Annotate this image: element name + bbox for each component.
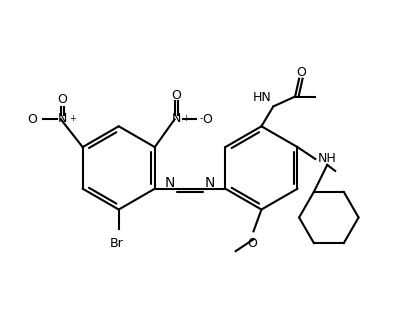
Text: NH: NH — [317, 153, 336, 165]
Text: O: O — [248, 237, 257, 250]
Text: O: O — [296, 66, 306, 79]
Text: +: + — [69, 114, 76, 123]
Text: O: O — [171, 89, 181, 102]
Text: Br: Br — [110, 237, 124, 250]
Text: -: - — [44, 114, 47, 123]
Text: N: N — [205, 176, 215, 190]
Text: O: O — [27, 113, 37, 126]
Text: N: N — [172, 112, 181, 125]
Text: HN: HN — [253, 91, 271, 105]
Text: N: N — [165, 176, 175, 190]
Text: N: N — [58, 112, 68, 125]
Text: -: - — [199, 114, 202, 123]
Text: +: + — [183, 114, 189, 123]
Text: O: O — [57, 93, 67, 106]
Text: O: O — [202, 113, 212, 126]
